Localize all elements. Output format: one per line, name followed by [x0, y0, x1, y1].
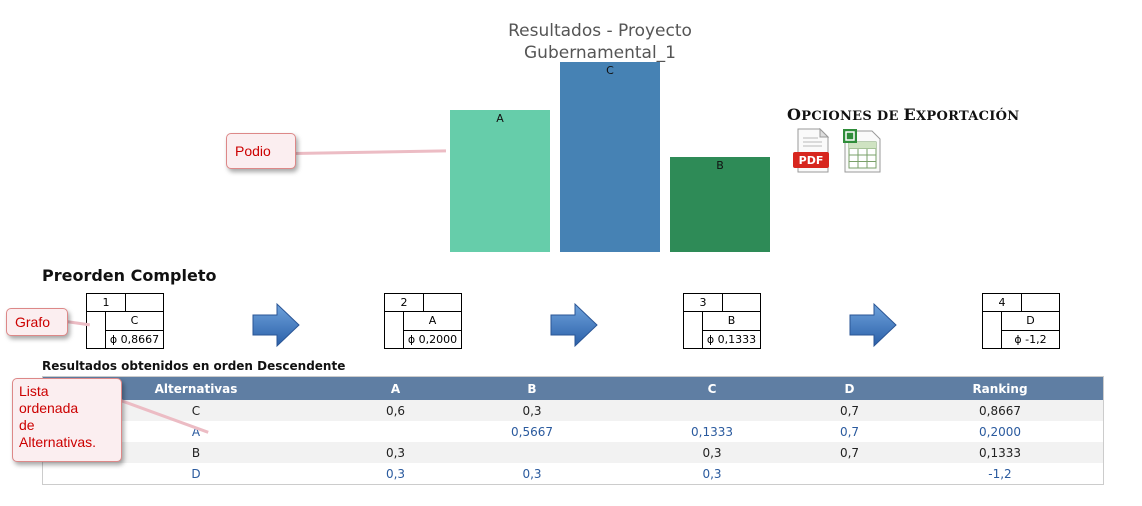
node-alternative: B [702, 311, 761, 331]
table-row: C 0,6 0,3 0,7 0,8667 [42, 400, 1104, 421]
graph-node: 1 C ϕ 0,8667 [86, 293, 164, 349]
node-rank: 4 [982, 293, 1022, 312]
table-cell: 0,5667 [442, 421, 622, 442]
node-rank: 2 [384, 293, 424, 312]
node-rank: 1 [86, 293, 126, 312]
node-phi: ϕ 0,8667 [105, 330, 164, 349]
podium-bar-label: B [716, 159, 724, 172]
podium-title: Resultados - Proyecto Gubernamental_1 [480, 20, 720, 64]
table-cell: 0,3 [349, 442, 442, 463]
node-phi: ϕ -1,2 [1001, 330, 1060, 349]
node-rank: 3 [683, 293, 723, 312]
table-cell: 0,1333 [897, 442, 1104, 463]
table-cell [802, 463, 897, 485]
podio-callout-text: Podio [235, 143, 271, 159]
right-arrow-icon [251, 302, 301, 348]
results-caption: Resultados obtenidos en orden Descendent… [42, 359, 346, 373]
column-header-a[interactable]: A [349, 376, 442, 400]
pdf-label: PDF [799, 154, 824, 167]
graph-node: 4 D ϕ -1,2 [982, 293, 1060, 349]
podio-callout-line [293, 149, 447, 155]
podium-bar-c: C [560, 62, 660, 252]
table-cell: 0,2000 [897, 421, 1104, 442]
graph-node: 2 A ϕ 0,2000 [384, 293, 462, 349]
podium-bar-label: C [606, 64, 614, 77]
grafo-callout: Grafo [6, 308, 68, 336]
column-header-d[interactable]: D [802, 376, 897, 400]
podium-title-line2: Gubernamental_1 [524, 43, 676, 63]
podium-title-line1: Resultados - Proyecto [508, 21, 692, 41]
podio-callout: Podio [226, 133, 296, 169]
grafo-callout-text: Grafo [15, 314, 51, 330]
table-cell: -1,2 [897, 463, 1104, 485]
table-cell: 0,7 [802, 400, 897, 421]
table-cell: 0,3 [622, 442, 802, 463]
column-header-b[interactable]: B [442, 376, 622, 400]
table-cell: 0,1333 [622, 421, 802, 442]
table-row: B 0,3 0,3 0,7 0,1333 [42, 442, 1104, 463]
right-arrow-icon [549, 302, 599, 348]
table-row: A 0,5667 0,1333 0,7 0,2000 [42, 421, 1104, 442]
node-phi: ϕ 0,1333 [702, 330, 761, 349]
table-cell: 0,3 [442, 400, 622, 421]
table-cell [349, 421, 442, 442]
preorden-heading: Preorden Completo [42, 266, 217, 285]
graph-node: 3 B ϕ 0,1333 [683, 293, 761, 349]
table-cell [442, 442, 622, 463]
node-alternative: A [403, 311, 462, 331]
table-cell: 0,8667 [897, 400, 1104, 421]
table-cell: 0,3 [442, 463, 622, 485]
podium-bar-a: A [450, 110, 550, 252]
table-cell [622, 400, 802, 421]
right-arrow-icon [848, 302, 898, 348]
column-header-ranking[interactable]: Ranking [897, 376, 1104, 400]
lista-callout: Lista ordenada de Alternativas. [12, 378, 122, 462]
table-header-row: Alternativas A B C D Ranking [42, 376, 1104, 400]
table-cell: 0,6 [349, 400, 442, 421]
node-alternative: D [1001, 311, 1060, 331]
table-cell: 0,3 [622, 463, 802, 485]
podium-bar-b: B [670, 157, 770, 252]
node-alternative: C [105, 311, 164, 331]
table-cell: 0,7 [802, 442, 897, 463]
pdf-file-icon[interactable]: PDF [792, 127, 832, 174]
spreadsheet-file-icon[interactable] [842, 128, 882, 174]
lista-callout-line3: de [19, 417, 35, 433]
lista-callout-line2: ordenada [19, 400, 79, 416]
node-phi: ϕ 0,2000 [403, 330, 462, 349]
table-cell: D [42, 463, 349, 485]
column-header-c[interactable]: C [622, 376, 802, 400]
table-cell: 0,3 [349, 463, 442, 485]
podium-bar-label: A [496, 112, 504, 125]
lista-callout-line1: Lista [19, 383, 49, 399]
lista-callout-line4: Alternativas. [19, 434, 97, 450]
table-cell: 0,7 [802, 421, 897, 442]
export-options-title: OPCIONES DE EXPORTACIÓN [787, 105, 1020, 124]
table-row: D 0,3 0,3 0,3 -1,2 [42, 463, 1104, 485]
